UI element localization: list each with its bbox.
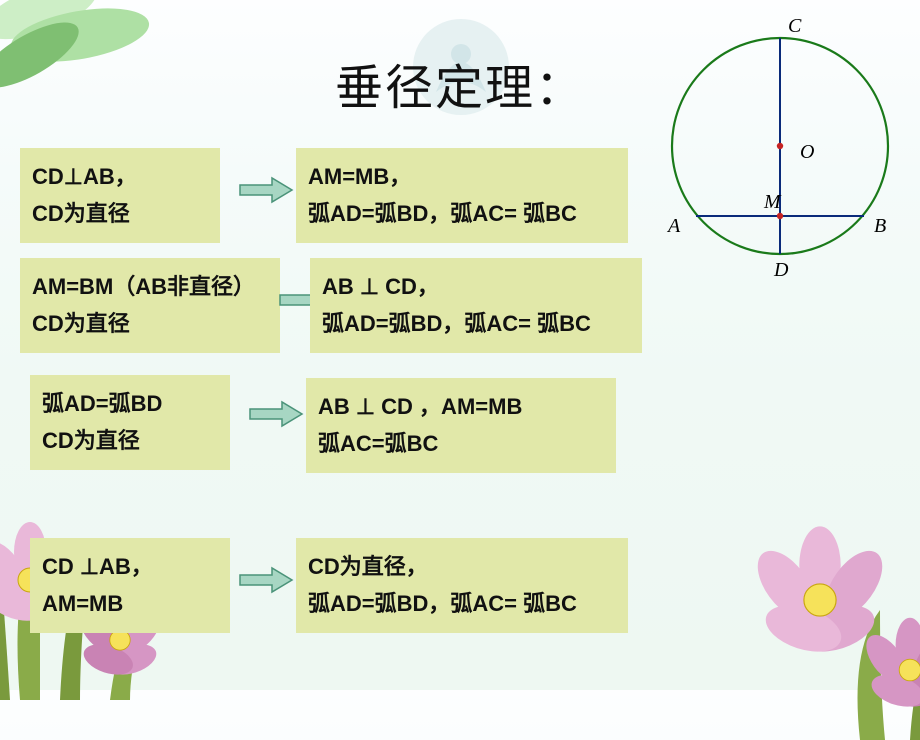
conclusion-4-line2: 弧AD=弧BD，弧AC= 弧BC [308,585,616,622]
arrow-icon-3 [248,400,304,428]
premise-3-line1: 弧AD=弧BD [42,385,218,422]
conclusion-3-line1: AB ⊥ CD ，AM=MB [318,388,604,425]
premise-4-line1: CD ⊥AB， [42,548,218,585]
premise-1-line1: CD⊥AB， [32,158,208,195]
conclusion-box-3: AB ⊥ CD ，AM=MB 弧AC=弧BC [306,378,616,473]
arrow-icon-1 [238,176,294,204]
premise-box-2: AM=BM（AB非直径） CD为直径 [20,258,280,353]
conclusion-1-line2: 弧AD=弧BD，弧AC= 弧BC [308,195,616,232]
premise-2-line2: CD为直径 [32,305,268,342]
conclusion-1-line1: AM=MB， [308,158,616,195]
conclusion-box-1: AM=MB， 弧AD=弧BD，弧AC= 弧BC [296,148,628,243]
premise-3-line2: CD为直径 [42,422,218,459]
arrow-icon-4 [238,566,294,594]
diagram-label-c: C [788,15,802,37]
premise-4-line2: AM=MB [42,585,218,622]
conclusion-box-4: CD为直径， 弧AD=弧BD，弧AC= 弧BC [296,538,628,633]
diagram-label-d: D [773,259,789,281]
premise-box-4: CD ⊥AB， AM=MB [30,538,230,633]
circle-diagram: C D A B O M [656,8,904,288]
conclusion-2-line2: 弧AD=弧BD，弧AC= 弧BC [322,305,630,342]
diagram-label-a: A [666,215,681,237]
conclusion-box-2: AB ⊥ CD， 弧AD=弧BD，弧AC= 弧BC [310,258,642,353]
diagram-m-dot [777,213,783,219]
premise-2-line1: AM=BM（AB非直径） [32,268,268,305]
premise-box-3: 弧AD=弧BD CD为直径 [30,375,230,470]
diagram-label-b: B [874,215,886,237]
premise-1-line2: CD为直径 [32,195,208,232]
diagram-center-dot [777,143,783,149]
premise-box-1: CD⊥AB， CD为直径 [20,148,220,243]
bg-flower-bottom-right [700,480,920,740]
diagram-label-m: M [763,191,782,213]
conclusion-2-line1: AB ⊥ CD， [322,268,630,305]
conclusion-3-line2: 弧AC=弧BC [318,425,604,462]
conclusion-4-line1: CD为直径， [308,548,616,585]
diagram-label-o: O [800,141,814,163]
